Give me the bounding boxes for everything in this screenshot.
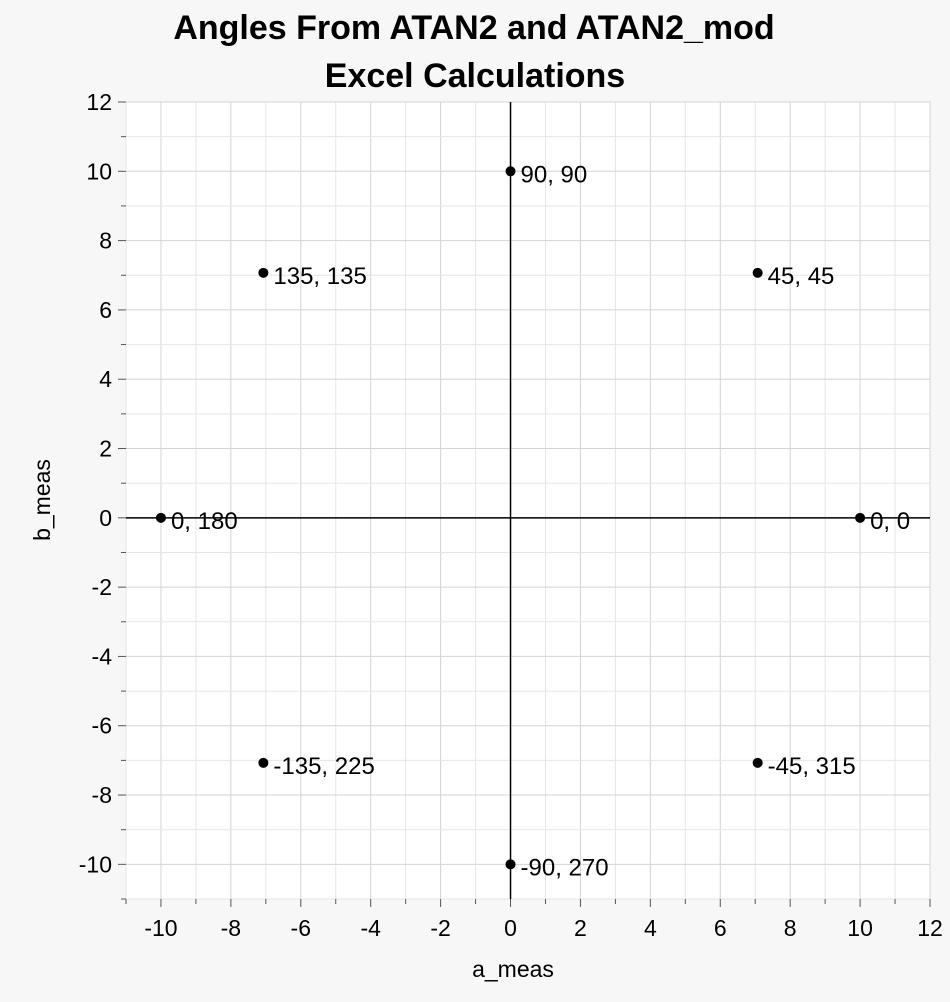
x-tick-label: -10: [144, 915, 177, 941]
x-tick-label: 10: [847, 915, 873, 941]
chart-title-line-1: Angles From ATAN2 and ATAN2_mod: [173, 9, 775, 47]
y-tick-label: 8: [99, 228, 112, 254]
x-tick-label: 6: [714, 915, 727, 941]
data-label: 135, 135: [273, 263, 366, 290]
y-tick-label: 10: [86, 158, 112, 184]
x-tick-label: -2: [430, 915, 450, 941]
chart-title-line-2: Excel Calculations: [324, 57, 626, 95]
data-point: [155, 512, 166, 523]
y-tick-label: 6: [99, 297, 112, 323]
data-label: 0, 180: [171, 508, 238, 535]
x-tick-label: 2: [574, 915, 587, 941]
data-label: -90, 270: [521, 854, 609, 881]
x-tick-label: 12: [917, 915, 943, 941]
y-tick-label: 0: [99, 505, 112, 531]
y-axis-label: b_meas: [29, 459, 55, 541]
y-tick-label: -8: [92, 782, 112, 808]
axes: [126, 102, 930, 899]
y-tick-label: 12: [86, 89, 112, 115]
grid: [125, 101, 931, 900]
data-label: 0, 0: [870, 508, 910, 535]
data-point: [752, 757, 763, 768]
x-tick-label: -8: [221, 915, 241, 941]
y-tick-label: -4: [92, 643, 113, 669]
x-tick-label: -4: [360, 915, 381, 941]
data-label: 45, 45: [768, 263, 835, 290]
data-point: [505, 859, 516, 870]
data-point: [258, 267, 269, 278]
y-tick-label: -10: [79, 851, 112, 877]
y-tick-label: -6: [92, 713, 112, 739]
x-tick-label: 8: [784, 915, 797, 941]
x-tick-label: -6: [291, 915, 311, 941]
data-point: [855, 512, 866, 523]
y-tick-label: 4: [99, 366, 112, 392]
data-label: -45, 315: [768, 753, 856, 780]
x-tick-label: 0: [504, 915, 517, 941]
ticks: -10 -8 -6 -4 -2 0 2 4 6 8 10 12 -10 -8 -6 -4 -2 0 2 4 6 8 10 12: [79, 89, 943, 941]
x-axis-label: a_meas: [472, 956, 554, 982]
data-label: -135, 225: [273, 753, 374, 780]
x-tick-label: 4: [644, 915, 657, 941]
y-tick-label: 2: [99, 436, 112, 462]
data-point: [752, 267, 763, 278]
data-label: 90, 90: [521, 161, 588, 188]
data-point: [505, 166, 516, 177]
y-tick-label: -2: [92, 574, 112, 600]
data-points: 0, 0 45, 45 90, 90 135, 135 0, 180 -135, 225 -…: [155, 161, 910, 881]
data-point: [258, 757, 269, 768]
